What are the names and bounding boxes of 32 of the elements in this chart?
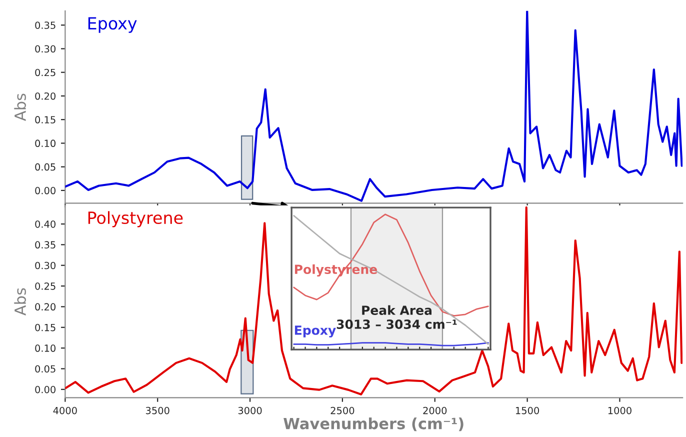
y-tick-label: 0.40: [35, 220, 56, 228]
y-tick-label: 0.00: [35, 386, 56, 394]
y-tick-label: 0.35: [35, 22, 56, 29]
y-tick-label: 0.10: [35, 344, 56, 352]
x-tick-label: 2000: [423, 406, 447, 414]
x-tick-label: 1500: [516, 406, 540, 414]
y-tick-label: 0.25: [35, 282, 56, 290]
x-tick-label: 3000: [238, 406, 262, 414]
y-tick-label: 0.25: [35, 68, 56, 76]
y-tick-label: 0.10: [35, 140, 56, 148]
y-tick-label: 0.20: [35, 92, 56, 100]
y-tick-label: 0.00: [35, 186, 56, 194]
annotation: Peak Area 3013 – 3034 cm⁻¹: [336, 305, 457, 329]
x-tick-label: 4000: [53, 406, 77, 414]
y-tick-label: 0.15: [35, 116, 56, 124]
y-axis-title: Abs: [14, 288, 26, 316]
y-tick-label: 0.35: [35, 241, 56, 249]
y-axis-title: Abs: [14, 94, 26, 121]
y-tick-label: 0.20: [35, 303, 56, 311]
series-label: Epoxy: [294, 326, 336, 338]
line-series: [65, 206, 683, 396]
y-tick-label: 0.30: [35, 45, 56, 53]
text: Polystyrene: [88, 211, 183, 228]
text: Epoxy: [88, 17, 137, 33]
y-tick-label: 0.05: [35, 365, 56, 373]
x-tick-label: 2500: [330, 406, 354, 414]
y-tick-label: 0.30: [35, 262, 56, 270]
x-tick-label: 1000: [608, 406, 632, 414]
y-tick-label: 0.15: [35, 324, 56, 332]
x-tick-label: 3500: [146, 406, 170, 414]
y-tick-label: 0.05: [35, 163, 56, 171]
x-axis-title: Wavenumbers (cm⁻¹): [284, 417, 464, 432]
